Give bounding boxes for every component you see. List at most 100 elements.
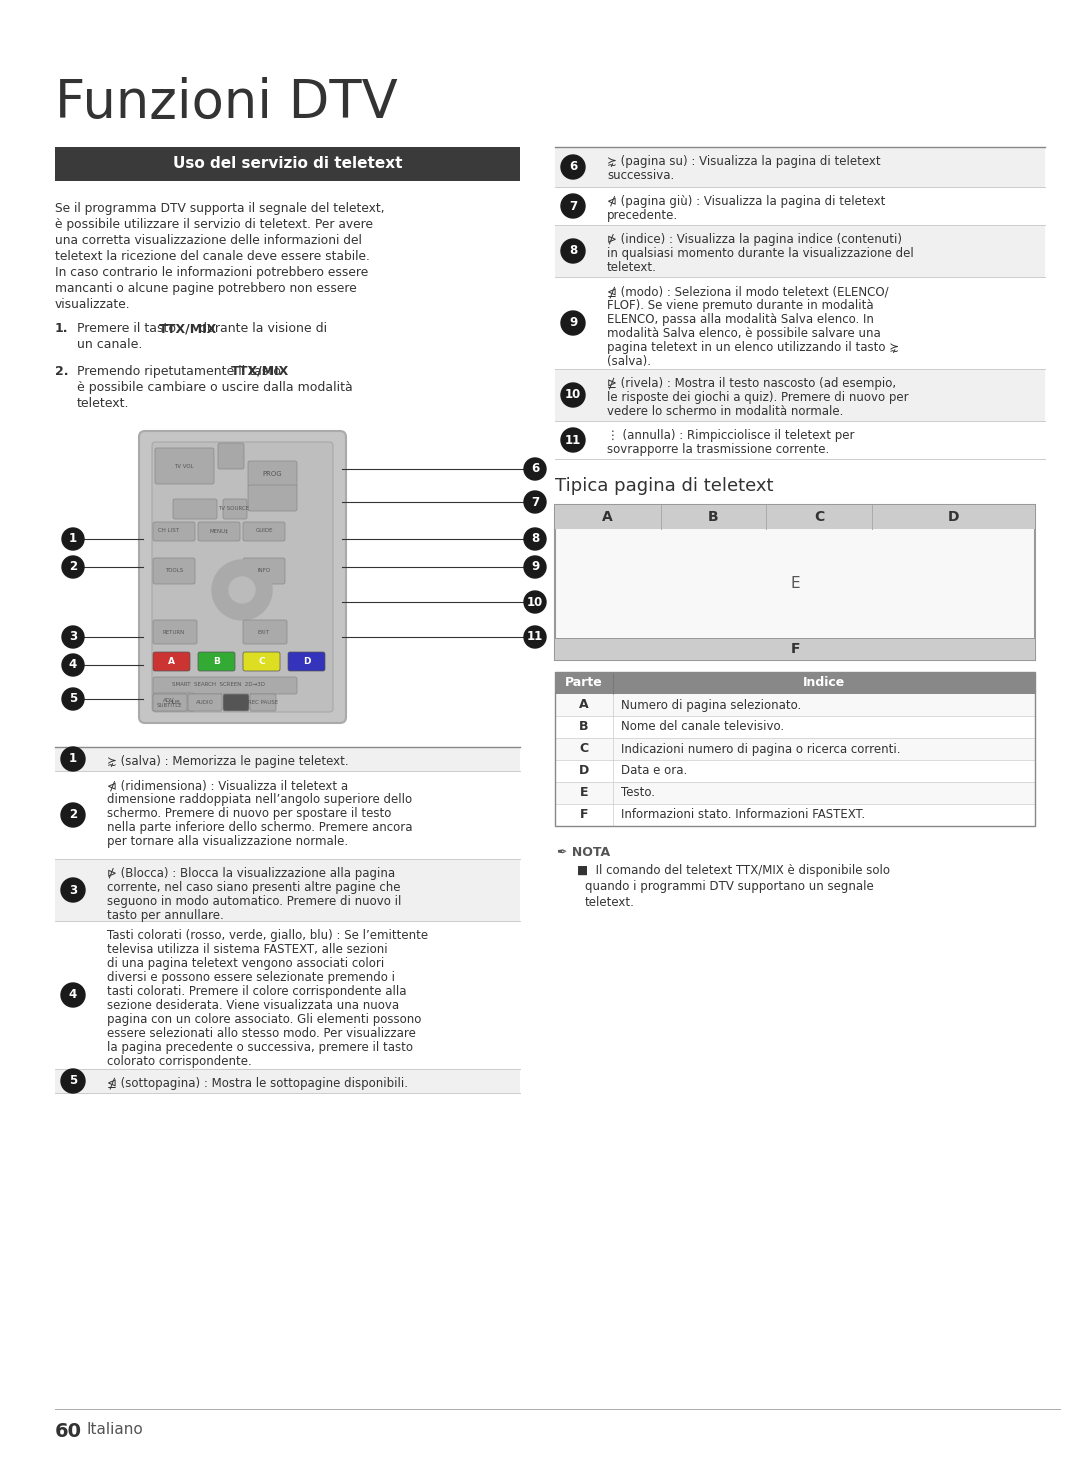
Bar [555, 716, 1035, 738]
Text: 60: 60 [55, 1422, 82, 1442]
Text: FLOF). Se viene premuto durante in modalità: FLOF). Se viene premuto durante in modal… [607, 298, 874, 312]
Circle shape [561, 312, 585, 335]
Text: Tipica pagina di teletext: Tipica pagina di teletext [555, 477, 773, 495]
Text: 2.: 2. [55, 365, 68, 378]
Text: 10: 10 [527, 595, 543, 609]
Circle shape [60, 803, 85, 827]
Text: un canale.: un canale. [77, 338, 143, 352]
FancyBboxPatch shape [153, 693, 195, 710]
Text: REC: REC [230, 700, 241, 706]
FancyBboxPatch shape [139, 431, 346, 724]
Text: precedente.: precedente. [607, 210, 678, 222]
Circle shape [561, 155, 585, 179]
Bar [555, 278, 1045, 369]
Circle shape [561, 239, 585, 263]
Circle shape [62, 626, 84, 648]
Text: colorato corrispondente.: colorato corrispondente. [107, 1055, 252, 1068]
Text: Informazioni stato. Informazioni FASTEXT.: Informazioni stato. Informazioni FASTEXT… [621, 808, 865, 821]
Bar [555, 188, 1045, 225]
Text: 2: 2 [69, 560, 77, 573]
Text: pagina con un colore associato. Gli elementi possono: pagina con un colore associato. Gli elem… [107, 1013, 421, 1027]
Bar [555, 225, 1045, 278]
Circle shape [524, 458, 546, 480]
Bar [555, 505, 1035, 529]
Text: INFO: INFO [257, 569, 271, 573]
Text: ⋮ (annulla) : Rimpicciolisce il teletext per: ⋮ (annulla) : Rimpicciolisce il teletext… [607, 428, 854, 442]
Text: durante la visione di: durante la visione di [195, 322, 327, 335]
Text: A: A [168, 657, 175, 666]
Text: MENU‡: MENU‡ [210, 529, 229, 533]
Text: EXIT: EXIT [258, 629, 270, 635]
Circle shape [62, 654, 84, 676]
Text: seguono in modo automatico. Premere di nuovo il: seguono in modo automatico. Premere di n… [107, 895, 402, 908]
Text: GUIDE: GUIDE [255, 529, 273, 533]
FancyBboxPatch shape [222, 499, 247, 518]
Text: teletext la ricezione del canale deve essere stabile.: teletext la ricezione del canale deve es… [55, 250, 369, 263]
Text: C: C [580, 743, 589, 756]
Text: 9: 9 [569, 316, 577, 329]
Bar [555, 781, 1035, 803]
Text: ⋫ (Blocca) : Blocca la visualizzazione alla pagina: ⋫ (Blocca) : Blocca la visualizzazione a… [107, 867, 395, 880]
Circle shape [60, 747, 85, 771]
Text: ✒ NOTA: ✒ NOTA [557, 846, 610, 860]
Bar [55, 922, 519, 1069]
Circle shape [62, 688, 84, 710]
Text: Testo.: Testo. [621, 786, 654, 799]
FancyBboxPatch shape [222, 694, 249, 710]
FancyBboxPatch shape [153, 521, 195, 541]
Text: Indice: Indice [802, 676, 846, 690]
Text: teletext.: teletext. [77, 397, 130, 411]
FancyBboxPatch shape [198, 521, 240, 541]
Text: ⋬ (sottopagina) : Mostra le sottopagine disponibili.: ⋬ (sottopagina) : Mostra le sottopagine … [107, 1077, 408, 1090]
Text: A: A [579, 699, 589, 712]
Text: (salva).: (salva). [607, 354, 651, 368]
Text: dimensione raddoppiata nell’angolo superiore dello: dimensione raddoppiata nell’angolo super… [107, 793, 413, 806]
Text: D: D [302, 657, 310, 666]
Text: C: C [258, 657, 265, 666]
FancyBboxPatch shape [152, 442, 333, 712]
Text: 1.: 1. [55, 322, 68, 335]
Text: mancanti o alcune pagine potrebbero non essere: mancanti o alcune pagine potrebbero non … [55, 282, 356, 295]
Text: televisa utilizza il sistema FASTEXT, alle sezioni: televisa utilizza il sistema FASTEXT, al… [107, 942, 388, 956]
Bar [55, 860, 519, 922]
Circle shape [524, 626, 546, 648]
Text: TV VOL: TV VOL [174, 464, 193, 468]
Text: sovrapporre la trasmissione corrente.: sovrapporre la trasmissione corrente. [607, 443, 829, 456]
Text: In caso contrario le informazioni potrebbero essere: In caso contrario le informazioni potreb… [55, 266, 368, 279]
Text: Data e ora.: Data e ora. [621, 765, 687, 777]
FancyBboxPatch shape [249, 694, 276, 710]
FancyBboxPatch shape [243, 521, 285, 541]
Text: 4: 4 [69, 988, 77, 1001]
Text: le risposte dei giochi a quiz). Premere di nuovo per: le risposte dei giochi a quiz). Premere … [607, 391, 908, 405]
FancyBboxPatch shape [218, 443, 244, 470]
Bar [555, 672, 1035, 826]
FancyBboxPatch shape [248, 461, 297, 487]
Text: Parte: Parte [565, 676, 603, 690]
Text: 3: 3 [69, 883, 77, 897]
Bar [55, 747, 519, 771]
Text: sezione desiderata. Viene visualizzata una nuova: sezione desiderata. Viene visualizzata u… [107, 998, 400, 1012]
Text: 9: 9 [531, 560, 539, 573]
Circle shape [561, 428, 585, 452]
Text: Tasti colorati (rosso, verde, giallo, blu) : Se l’emittente: Tasti colorati (rosso, verde, giallo, bl… [107, 929, 428, 942]
Text: di una pagina teletext vengono associati colori: di una pagina teletext vengono associati… [107, 957, 384, 970]
Text: 5: 5 [69, 693, 77, 706]
Text: C: C [814, 510, 824, 524]
FancyBboxPatch shape [153, 558, 195, 583]
FancyBboxPatch shape [243, 558, 285, 583]
Text: 1: 1 [69, 533, 77, 545]
Circle shape [62, 527, 84, 549]
Text: ⋩ (salva) : Memorizza le pagine teletext.: ⋩ (salva) : Memorizza le pagine teletext… [107, 755, 349, 768]
Text: 11: 11 [527, 631, 543, 644]
FancyBboxPatch shape [153, 676, 297, 694]
Text: Se il programma DTV supporta il segnale del teletext,: Se il programma DTV supporta il segnale … [55, 202, 384, 216]
Text: TV SOURCE: TV SOURCE [218, 507, 249, 511]
FancyBboxPatch shape [243, 620, 287, 644]
Circle shape [62, 555, 84, 578]
FancyBboxPatch shape [173, 499, 217, 518]
Text: E: E [791, 576, 800, 591]
Text: ⋭ (rivela) : Mostra il testo nascosto (ad esempio,: ⋭ (rivela) : Mostra il testo nascosto (a… [607, 377, 896, 390]
Text: B: B [708, 510, 718, 524]
Text: D: D [579, 765, 589, 777]
Bar [555, 803, 1035, 826]
